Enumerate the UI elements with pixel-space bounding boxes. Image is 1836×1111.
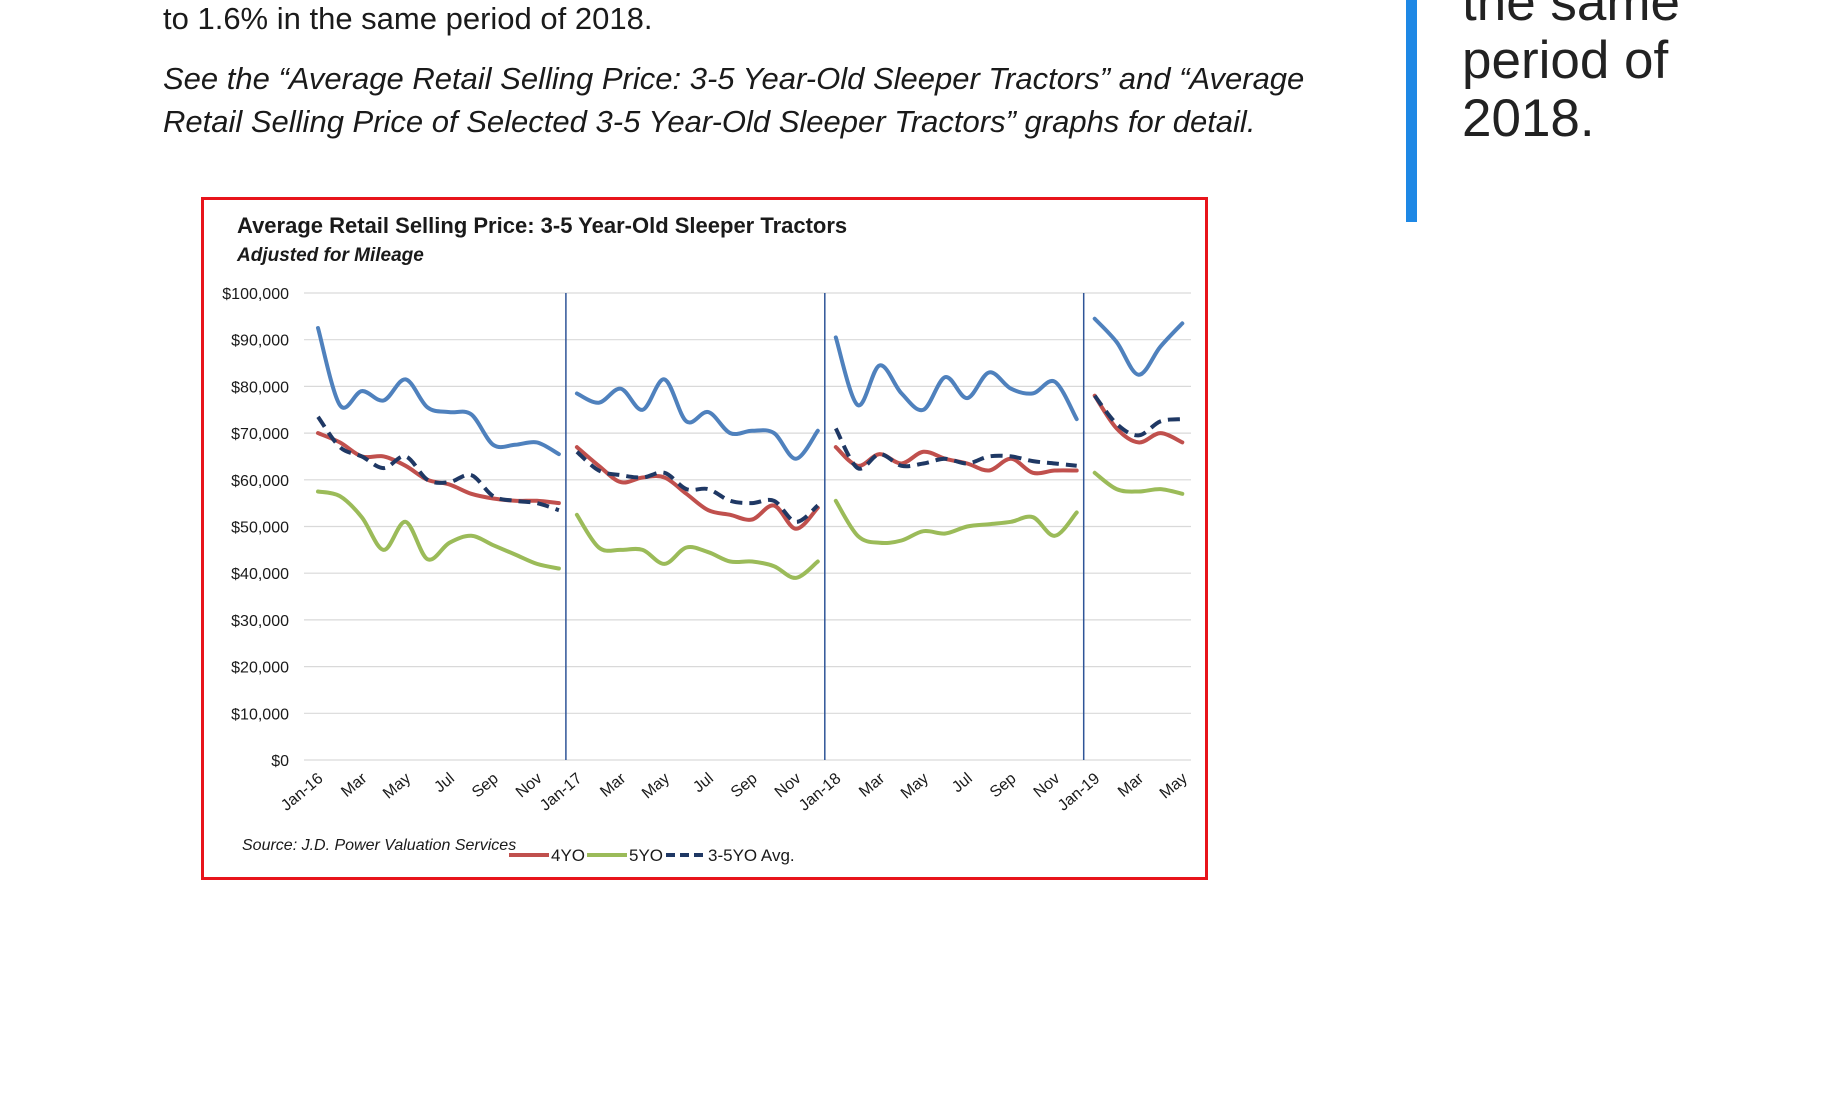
y-tick-label: $70,000: [231, 426, 289, 443]
legend-label: 3-5YO Avg.: [708, 846, 795, 865]
series-line-3-5yo-avg-: [575, 450, 820, 524]
y-tick-label: $50,000: [231, 520, 289, 537]
series-line-unlabeled: [833, 335, 1079, 422]
x-tick-label: Mar: [1115, 770, 1148, 801]
x-tick-label: Sep: [728, 770, 761, 801]
series-lines: [316, 316, 1185, 580]
pull-quote-line: the same: [1462, 0, 1681, 32]
series-line-unlabeled: [316, 326, 561, 457]
series-line-5yo: [833, 498, 1079, 546]
article-paragraph-top: to 1.6% in the same period of 2018.: [163, 1, 653, 36]
legend-label: 5YO: [629, 846, 663, 865]
x-tick-label: Nov: [513, 770, 546, 801]
pull-quote-accent-bar: [1406, 0, 1417, 222]
x-tick-label: Sep: [987, 770, 1020, 801]
x-tick-label: Sep: [469, 770, 502, 801]
y-tick-label: $0: [271, 753, 289, 770]
x-tick-label: Mar: [597, 770, 630, 801]
x-tick-label: Jan-17: [537, 770, 585, 815]
series-line-4yo: [574, 445, 820, 531]
x-tick-label: Jul: [431, 770, 458, 796]
y-tick-label: $100,000: [222, 286, 289, 303]
chart-title: Average Retail Selling Price: 3-5 Year-O…: [237, 213, 847, 238]
chart-subtitle: Adjusted for Mileage: [236, 245, 424, 266]
series-line-5yo: [316, 489, 561, 571]
y-tick-label: $30,000: [231, 613, 289, 630]
series-line-3-5yo-avg-: [1093, 394, 1183, 438]
y-tick-label: $40,000: [231, 566, 289, 583]
x-tick-label: Jul: [949, 770, 976, 796]
series-line-5yo: [574, 512, 820, 580]
chart-frame: Average Retail Selling Price: 3-5 Year-O…: [201, 197, 1208, 880]
y-tick-label: $60,000: [231, 473, 289, 490]
x-tick-label: May: [380, 770, 414, 802]
series-line-5yo: [1092, 470, 1185, 496]
pull-quote-line: 2018.: [1462, 89, 1595, 148]
y-tick-label: $80,000: [231, 379, 289, 396]
x-tick-label: May: [898, 770, 932, 802]
y-tick-label: $10,000: [231, 706, 289, 723]
x-tick-label: Nov: [1031, 770, 1064, 801]
series-line-unlabeled: [1092, 316, 1185, 377]
pull-quote-line: period of: [1462, 31, 1669, 90]
x-tick-label: Mar: [856, 770, 889, 801]
x-tick-label: Mar: [338, 770, 371, 801]
x-tick-label: May: [1157, 770, 1191, 802]
x-tick-label: Jan-19: [1055, 770, 1103, 815]
x-tick-label: Nov: [772, 770, 805, 801]
y-tick-label: $90,000: [231, 333, 289, 350]
series-line-3-5yo-avg-: [316, 415, 560, 513]
legend-label: 4YO: [551, 846, 585, 865]
x-tick-label: Jan-16: [278, 770, 326, 815]
pull-quote: the same period of 2018.: [1462, 0, 1680, 148]
series-line-3-5yo-avg-: [834, 427, 1077, 471]
x-tick-label: May: [639, 770, 673, 802]
x-tick-label: Jul: [690, 770, 717, 796]
article-italic-note: See the “Average Retail Selling Price: 3…: [163, 61, 1305, 139]
x-tick-label: Jan-18: [796, 770, 844, 815]
series-line-4yo: [1092, 393, 1185, 445]
legend: 4YO 5YO 3-5YO Avg.: [509, 846, 795, 865]
y-tick-label: $20,000: [231, 660, 289, 677]
year-separators: [565, 293, 1085, 760]
line-chart: Average Retail Selling Price: 3-5 Year-O…: [222, 213, 1191, 865]
gridlines: [304, 292, 1191, 761]
series-line-unlabeled: [574, 377, 820, 461]
y-axis: $0 $10,000 $20,000 $30,000 $40,000 $50,000 $60…: [222, 286, 289, 770]
chart-source: Source: J.D. Power Valuation Services: [242, 837, 516, 854]
